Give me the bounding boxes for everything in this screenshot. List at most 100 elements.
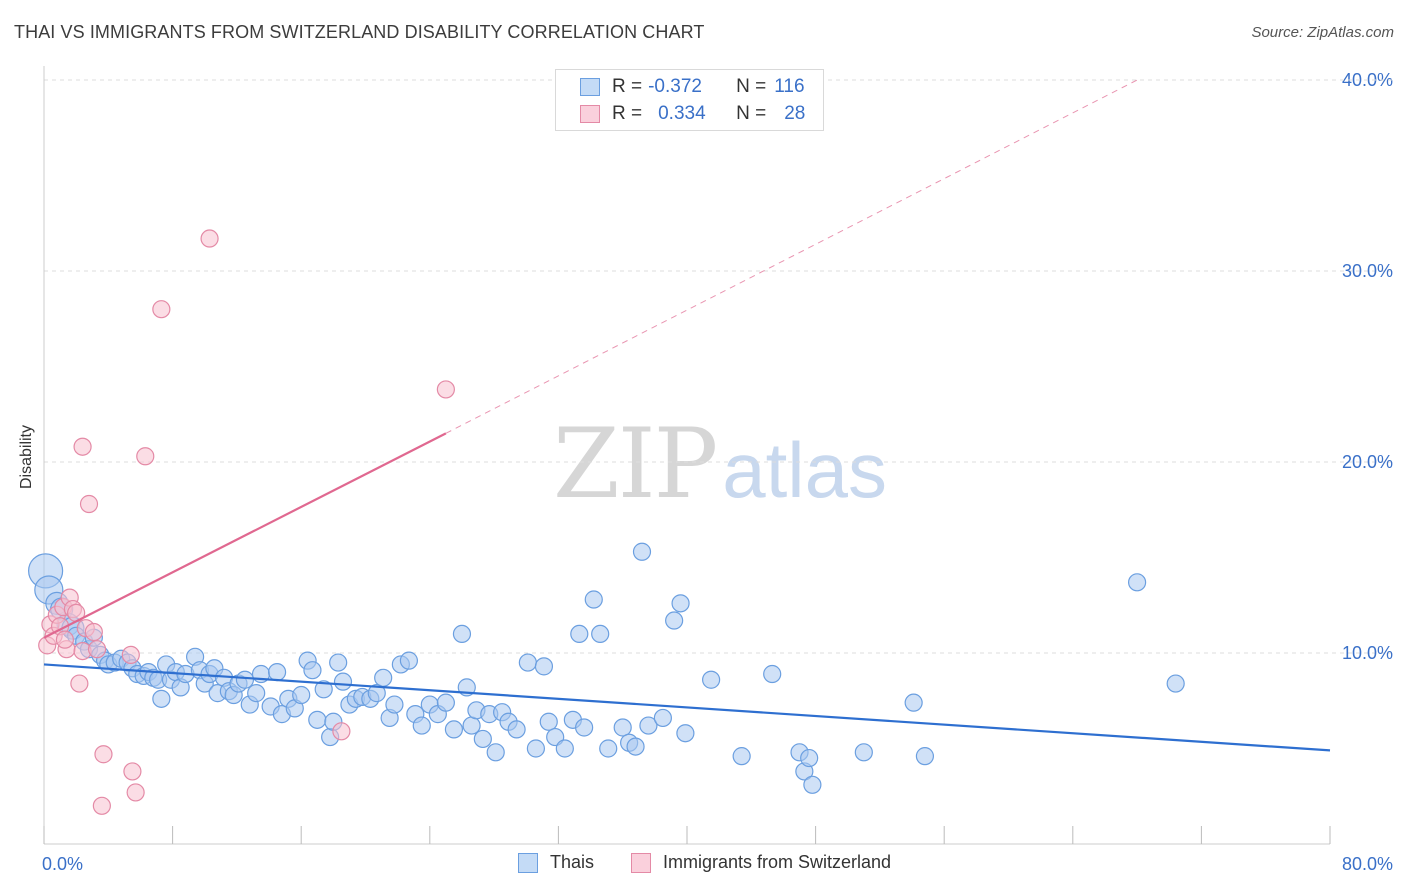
legend-r-label: R =: [612, 76, 643, 97]
series-legend: Thais Immigrants from Switzerland: [0, 852, 1406, 876]
legend-r-label: R =: [612, 103, 643, 124]
thais-point: [904, 693, 923, 712]
legend-item-thais[interactable]: Thais: [518, 852, 594, 873]
thais-point: [665, 611, 684, 630]
thais-point: [702, 670, 721, 689]
thais-point: [399, 651, 419, 670]
watermark-atlas: atlas: [722, 426, 887, 514]
legend-n-value: 116: [774, 76, 805, 97]
switzerland-point: [332, 722, 351, 741]
thais-point: [671, 594, 690, 613]
y-tick-label: 30.0%: [1342, 261, 1393, 281]
thais-point: [1166, 674, 1185, 693]
thais-point: [575, 718, 594, 737]
thais-point: [599, 739, 618, 758]
watermark: ZIPatlas: [553, 408, 887, 520]
thais-point: [555, 739, 574, 758]
legend-row-switzerland: R = 0.334 N = 28: [580, 101, 805, 127]
y-tick-label: 10.0%: [1342, 643, 1393, 663]
correlation-legend: R = -0.372 N = 116 R = 0.334 N = 28: [555, 69, 824, 131]
thais-point: [526, 739, 545, 758]
switzerland-point: [136, 447, 155, 466]
legend-label-switzerland: Immigrants from Switzerland: [663, 852, 892, 872]
switzerland-point: [55, 630, 74, 649]
thais-point: [329, 653, 348, 672]
switzerland-point: [73, 437, 92, 456]
thais-point: [803, 775, 822, 794]
switzerland-point: [152, 300, 171, 319]
thais-point: [292, 685, 311, 705]
thais-point: [613, 718, 632, 737]
thais-point: [462, 716, 481, 735]
thais-point: [1127, 573, 1147, 592]
switzerland-point: [70, 674, 89, 693]
thais-point: [308, 710, 327, 729]
thais-point: [507, 720, 526, 739]
switzerland-point: [436, 380, 455, 399]
switzerland-point: [94, 745, 113, 764]
switzerland-point: [87, 640, 107, 659]
switzerland-point: [123, 762, 142, 781]
legend-label-thais: Thais: [550, 852, 595, 872]
switzerland-trend-line: [43, 432, 447, 639]
switzerland-point: [92, 796, 111, 815]
legend-row-thais: R = -0.372 N = 116: [580, 74, 805, 100]
legend-swatch-switzerland: [580, 105, 600, 123]
thais-point: [676, 724, 695, 743]
thais-point: [915, 747, 935, 766]
switzerland-point: [79, 494, 99, 514]
thais-point: [374, 668, 393, 687]
switzerland-point: [121, 645, 140, 665]
switzerland-trend-extension: [445, 79, 1138, 434]
legend-swatch-thais: [518, 852, 538, 873]
thais-point: [473, 729, 492, 749]
legend-r-value: -0.372: [648, 76, 702, 97]
thais-point: [534, 657, 554, 676]
thais-point: [653, 708, 672, 728]
legend-n-value: 28: [784, 103, 806, 124]
thais-point: [452, 624, 472, 644]
thais-point: [591, 624, 610, 644]
source-note: Source: ZipAtlas.com: [1251, 24, 1394, 41]
switzerland-point: [84, 622, 103, 642]
thais-point: [314, 680, 333, 699]
thais-point: [303, 661, 322, 680]
thais-point: [152, 689, 171, 708]
thais-point: [626, 737, 645, 756]
thais-trend-line: [43, 663, 1331, 752]
thais-point: [854, 743, 873, 762]
thais-point: [639, 716, 658, 735]
thais-point: [247, 684, 266, 703]
thais-point: [763, 664, 782, 684]
thais-point: [436, 693, 455, 712]
x-tick-label: 80.0%: [1342, 854, 1393, 874]
x-tick-label: 0.0%: [42, 854, 83, 874]
legend-swatch-switzerland: [631, 852, 651, 873]
thais-point: [486, 743, 505, 762]
thais-point: [570, 624, 589, 644]
legend-n-label: N =: [736, 103, 767, 124]
legend-r-value: 0.334: [658, 103, 706, 124]
thais-point: [732, 747, 751, 766]
thais-point: [584, 590, 603, 609]
legend-n-label: N =: [736, 76, 767, 97]
thais-point: [385, 695, 404, 714]
legend-item-switzerland[interactable]: Immigrants from Switzerland: [631, 852, 891, 873]
chart-title: THAI VS IMMIGRANTS FROM SWITZERLAND DISA…: [14, 22, 705, 42]
thais-point: [539, 712, 558, 731]
thais-point: [800, 748, 819, 768]
switzerland-point: [126, 783, 145, 802]
thais-point: [267, 662, 287, 682]
thais-point: [444, 720, 464, 739]
thais-point: [235, 670, 255, 689]
thais-point: [333, 672, 353, 691]
legend-swatch-thais: [580, 78, 600, 96]
thais-point: [367, 684, 386, 703]
thais-point: [632, 542, 652, 561]
thais-point: [518, 653, 537, 672]
thais-point: [412, 716, 431, 735]
watermark-zip: ZIP: [553, 408, 718, 520]
y-tick-label: 20.0%: [1342, 452, 1393, 472]
switzerland-point: [200, 229, 219, 248]
